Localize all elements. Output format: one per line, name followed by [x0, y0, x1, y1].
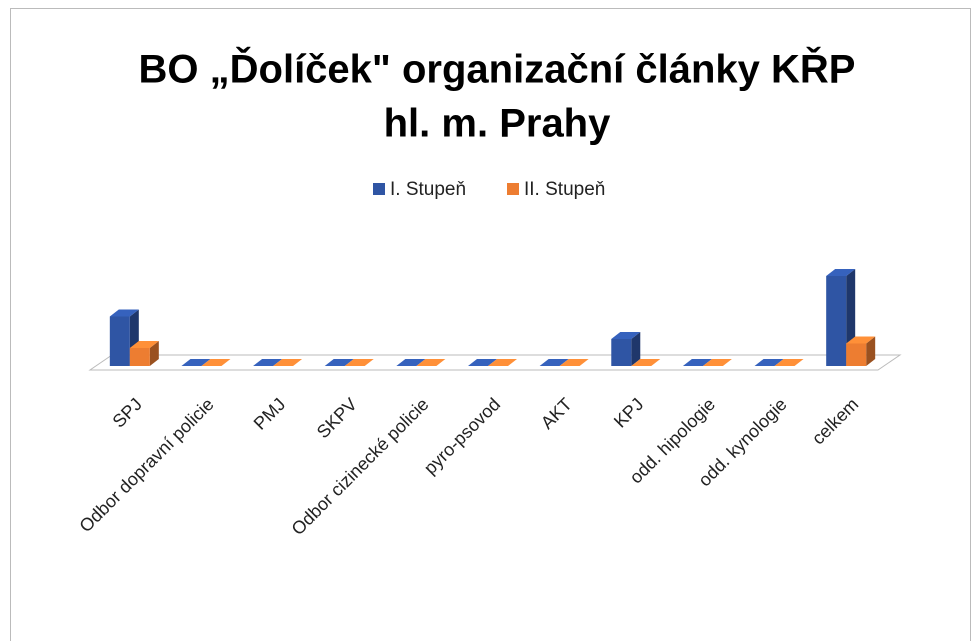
bar-top	[253, 359, 283, 366]
bar-top	[129, 341, 159, 348]
bar-front	[129, 348, 150, 366]
bar	[344, 359, 374, 366]
x-tick-label: AKT	[537, 394, 576, 433]
bar-front	[611, 339, 632, 366]
bar	[611, 332, 641, 366]
legend-swatch	[507, 183, 519, 195]
bar	[488, 359, 517, 366]
bar-top	[774, 359, 804, 366]
x-tick-label: celkem	[808, 394, 862, 448]
x-tick-label: SKPV	[313, 394, 361, 442]
x-tick-label: Odbor dopravní policie	[75, 394, 217, 536]
bar-top	[416, 359, 446, 366]
x-tick-label: KPJ	[610, 394, 647, 431]
bar-top	[631, 359, 661, 366]
bar	[253, 359, 283, 366]
bar-top	[109, 309, 139, 317]
bar-top	[396, 359, 426, 366]
bar-top	[754, 359, 784, 366]
bar	[324, 359, 354, 366]
bar	[846, 336, 876, 366]
bar-top	[344, 359, 374, 366]
x-tick-label: pyro-psovod	[420, 394, 504, 478]
x-tick-label: PMJ	[250, 394, 290, 434]
bar-top	[324, 359, 354, 366]
bar-top	[539, 359, 569, 366]
bar-top	[468, 359, 497, 366]
bar	[181, 359, 211, 366]
bar	[559, 359, 589, 366]
bar-top	[488, 359, 517, 366]
chart-title: BO „Ďolíček" organizační články KŘP	[139, 46, 856, 92]
bar	[396, 359, 426, 366]
bar-top	[611, 332, 641, 339]
x-tick-label: Odbor cizinecké policie	[288, 394, 433, 539]
bar	[273, 359, 303, 366]
legend-swatch	[373, 183, 385, 195]
bar	[774, 359, 804, 366]
bar	[631, 359, 661, 366]
bar-top	[846, 336, 876, 344]
bar-side	[631, 332, 641, 366]
bar	[539, 359, 569, 366]
bar	[754, 359, 784, 366]
bar	[129, 341, 159, 366]
legend-label: I. Stupeň	[390, 179, 466, 200]
bar-top	[181, 359, 211, 366]
bar-side	[866, 336, 876, 366]
bar-top	[682, 359, 712, 366]
bar-side	[149, 341, 159, 366]
bar-top	[559, 359, 589, 366]
bar-front	[109, 316, 130, 366]
bar	[416, 359, 446, 366]
bar-top	[702, 359, 732, 366]
bar	[682, 359, 712, 366]
bar	[702, 359, 732, 366]
bar-top	[826, 269, 856, 276]
bar	[201, 359, 231, 366]
bar-top	[201, 359, 231, 366]
legend-label: II. Stupeň	[524, 179, 605, 200]
chart-subtitle: hl. m. Prahy	[384, 102, 611, 146]
bar	[468, 359, 497, 366]
x-tick-label: SPJ	[109, 394, 146, 431]
bar-top	[273, 359, 303, 366]
bar-front	[846, 343, 867, 366]
bar-front	[826, 276, 847, 366]
